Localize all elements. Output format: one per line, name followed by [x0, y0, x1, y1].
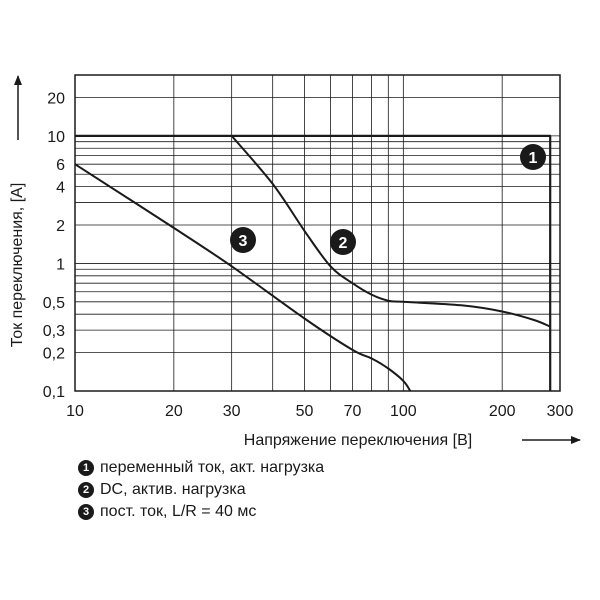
x-tick-label: 100: [390, 403, 417, 420]
series-2-marker-label: 2: [339, 235, 348, 252]
series-3-marker-icon: 3: [230, 227, 256, 253]
x-tick-label: 10: [66, 403, 84, 420]
y-tick-label: 2: [56, 218, 65, 235]
series-1-line: [75, 134, 552, 391]
x-tick-labels: 10 20 30 50 70 100 200 300: [66, 403, 573, 420]
legend-label-3: пост. ток, L/R = 40 мс: [100, 503, 257, 520]
y-tick-label: 20: [47, 90, 65, 107]
series-1-marker-icon: 1: [520, 144, 546, 170]
x-tick-label: 20: [165, 403, 183, 420]
y-tick-label: 6: [56, 157, 65, 174]
legend-item-2: 2 DC, актив. нагрузка: [78, 479, 324, 501]
legend-item-1: 1 переменный ток, акт. нагрузка: [78, 457, 324, 479]
series-layer: [74, 134, 552, 392]
series-3-line: [74, 163, 412, 392]
x-tick-label: 200: [489, 403, 516, 420]
y-tick-label: 0,5: [43, 295, 65, 312]
y-tick-label: 0,3: [43, 323, 65, 340]
x-tick-label: 30: [223, 403, 241, 420]
y-tick-label: 0,1: [43, 384, 65, 401]
y-tick-label: 1: [56, 256, 65, 273]
series-2-marker-icon: 2: [330, 229, 356, 255]
series-2-line: [230, 135, 551, 328]
series-1-marker-label: 1: [529, 150, 538, 167]
y-tick-label: 0,2: [43, 346, 65, 363]
series-markers: 1 2 3: [230, 144, 546, 255]
x-axis-title: Напряжение переключения [В]: [244, 432, 472, 449]
x-tick-label: 70: [344, 403, 362, 420]
legend: 1 переменный ток, акт. нагрузка 2 DC, ак…: [78, 457, 324, 523]
x-tick-label: 300: [547, 403, 574, 420]
y-axis-title: Ток переключения, [A]: [9, 183, 26, 348]
series-3-marker-label: 3: [239, 233, 248, 250]
series-1-badge-icon: 1: [78, 460, 94, 476]
grid-lines: [75, 75, 560, 391]
legend-item-3: 3 пост. ток, L/R = 40 мс: [78, 501, 324, 523]
y-tick-labels: 0,1 0,2 0,3 0,5 1 2 4 6 10 20: [43, 90, 65, 401]
x-tick-label: 50: [296, 403, 314, 420]
series-2-badge-icon: 2: [78, 482, 94, 498]
legend-label-2: DC, актив. нагрузка: [100, 481, 246, 498]
y-tick-label: 4: [56, 180, 65, 197]
series-3-badge-icon: 3: [78, 504, 94, 520]
plot-frame: [74, 74, 561, 392]
legend-label-1: переменный ток, акт. нагрузка: [100, 459, 325, 476]
y-tick-label: 10: [47, 129, 65, 146]
